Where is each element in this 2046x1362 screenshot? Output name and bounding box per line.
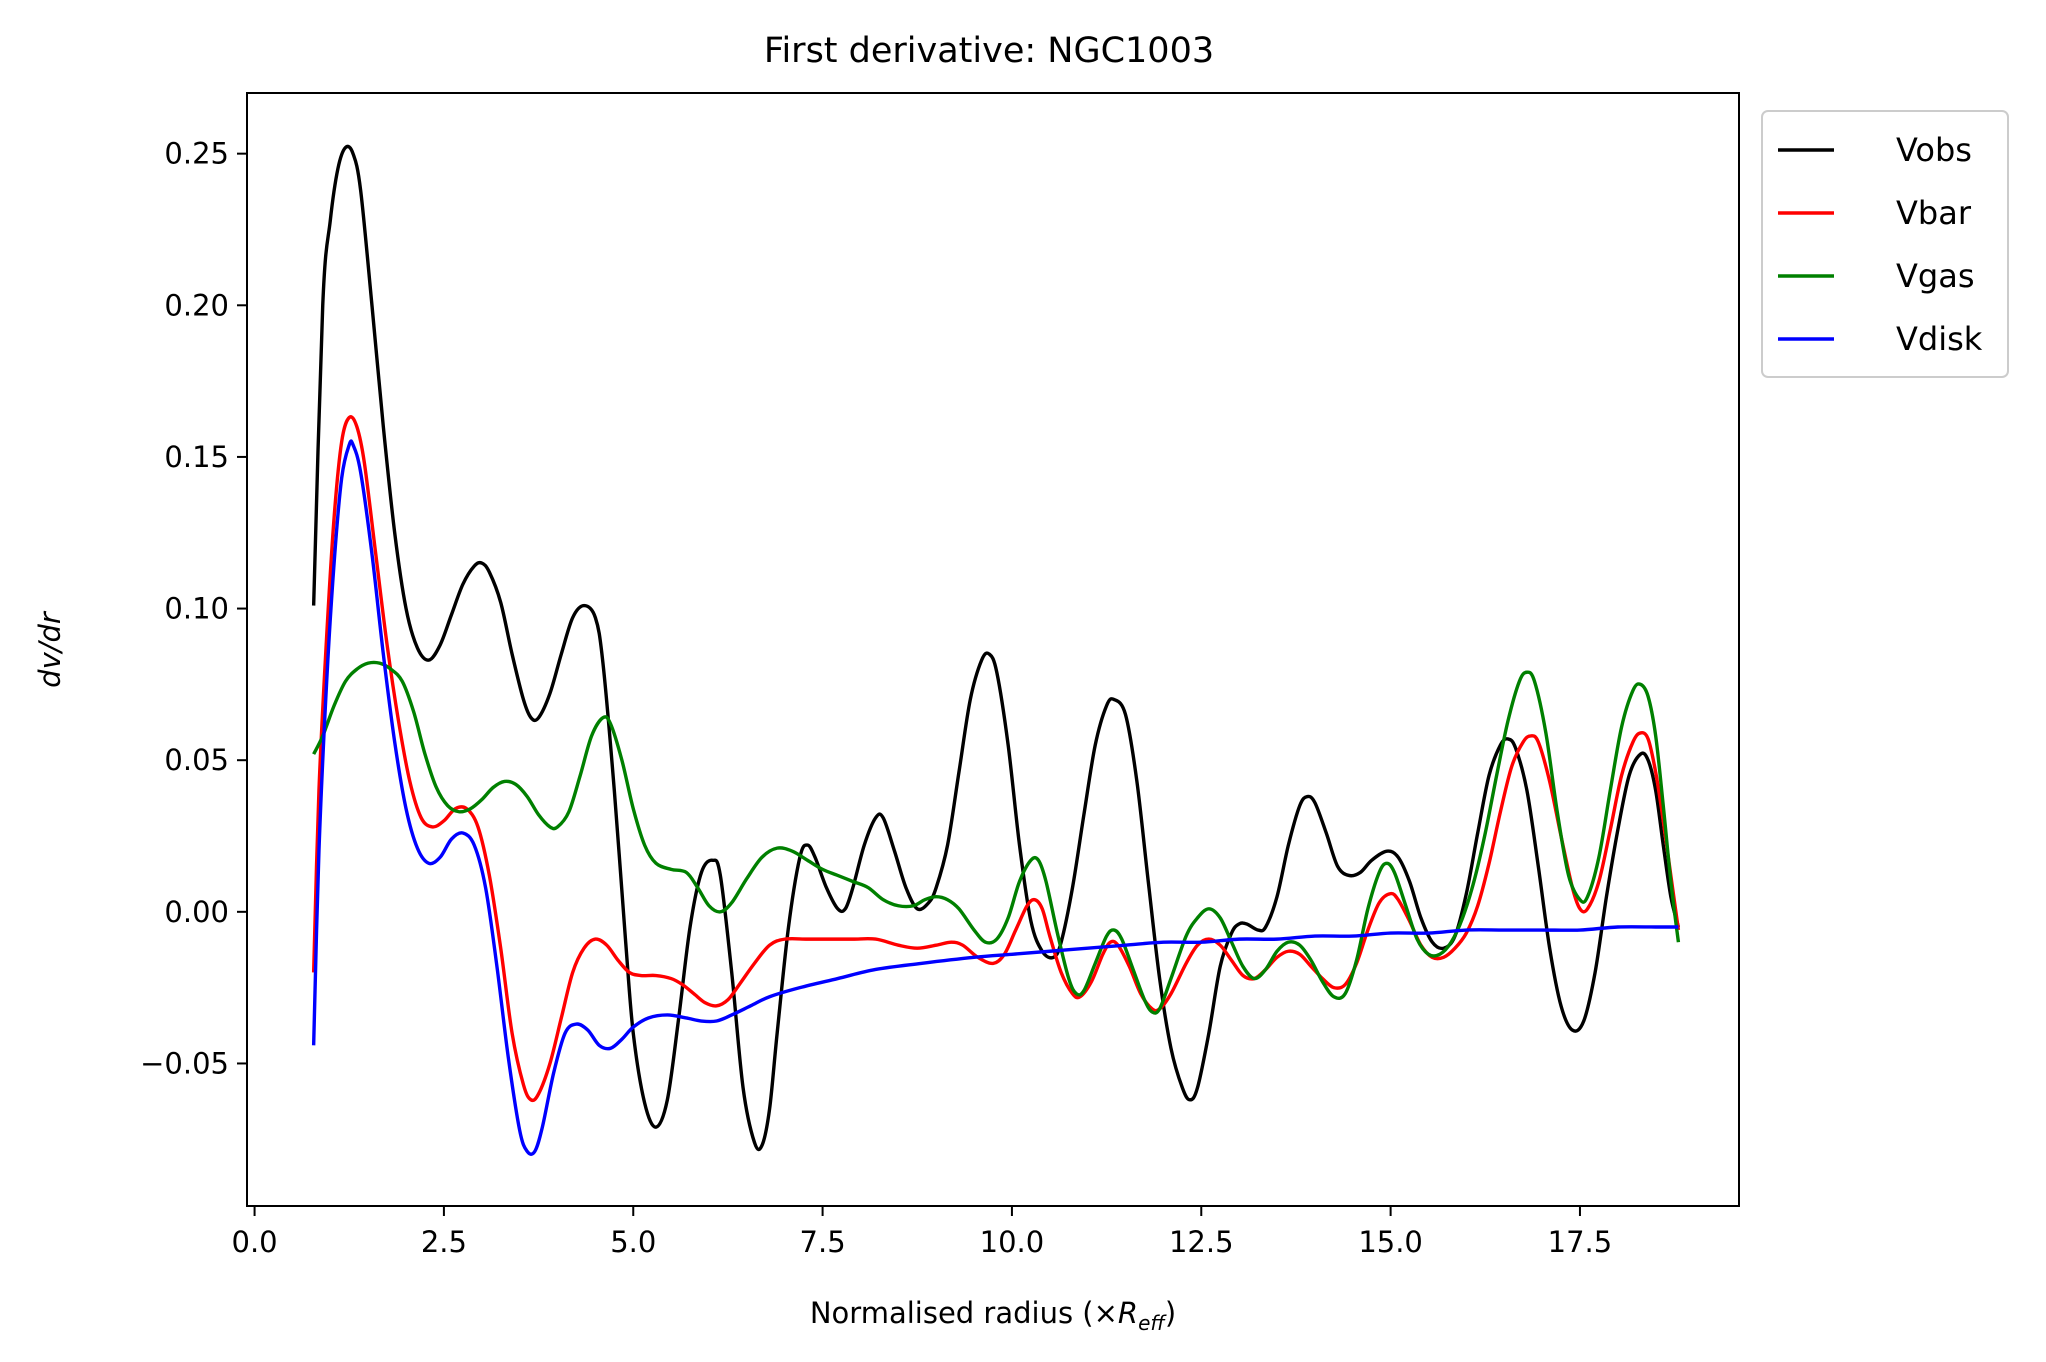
x-tick-label: 2.5 — [421, 1225, 467, 1259]
series-line-vgas — [312, 660, 1681, 1015]
x-tick-label: 7.5 — [800, 1225, 846, 1259]
x-tick-label: 17.5 — [1548, 1225, 1613, 1259]
x-tick-label: 0.0 — [232, 1225, 278, 1259]
series-lines — [311, 144, 1681, 1156]
plot-area: 0.0 2.5 5.0 7.5 10.0 12.5 15.0 17.5 −0.05 0.00 0.… — [140, 92, 1740, 1259]
y-tick-label: 0.25 — [164, 137, 229, 171]
y-tick-label: 0.10 — [164, 592, 229, 626]
x-axis-ticks: 0.0 2.5 5.0 7.5 10.0 12.5 15.0 17.5 — [232, 1206, 1613, 1259]
chart-title: First derivative: NGC1003 — [764, 31, 1214, 71]
y-axis-label: dv/dr — [33, 610, 67, 688]
plot-frame — [246, 92, 1740, 1207]
y-tick-label: 0.15 — [164, 440, 229, 474]
x-tick-label: 5.0 — [610, 1225, 656, 1259]
y-axis-ticks: −0.05 0.00 0.05 0.10 0.15 0.20 0.25 — [140, 137, 247, 1080]
legend-label-vgas: Vgas — [1896, 257, 1974, 295]
legend: Vobs Vbar Vgas Vdisk — [1761, 110, 2009, 378]
legend-frame — [1761, 110, 2009, 378]
y-tick-label: 0.20 — [164, 288, 229, 322]
x-tick-label: 12.5 — [1169, 1225, 1234, 1259]
legend-label-vbar: Vbar — [1896, 194, 1972, 232]
x-tick-label: 15.0 — [1358, 1225, 1423, 1259]
series-line-vdisk — [311, 439, 1679, 1156]
legend-label-vobs: Vobs — [1896, 131, 1972, 169]
x-axis-label: Normalised radius (×Reff) — [810, 1296, 1176, 1335]
series-line-vbar — [311, 415, 1681, 1103]
legend-label-vdisk: Vdisk — [1896, 320, 1983, 358]
series-line-vobs — [311, 144, 1681, 1152]
y-tick-label: 0.00 — [164, 895, 229, 929]
y-tick-label: −0.05 — [140, 1046, 229, 1080]
y-tick-label: 0.05 — [164, 743, 229, 777]
x-tick-label: 10.0 — [980, 1225, 1045, 1259]
